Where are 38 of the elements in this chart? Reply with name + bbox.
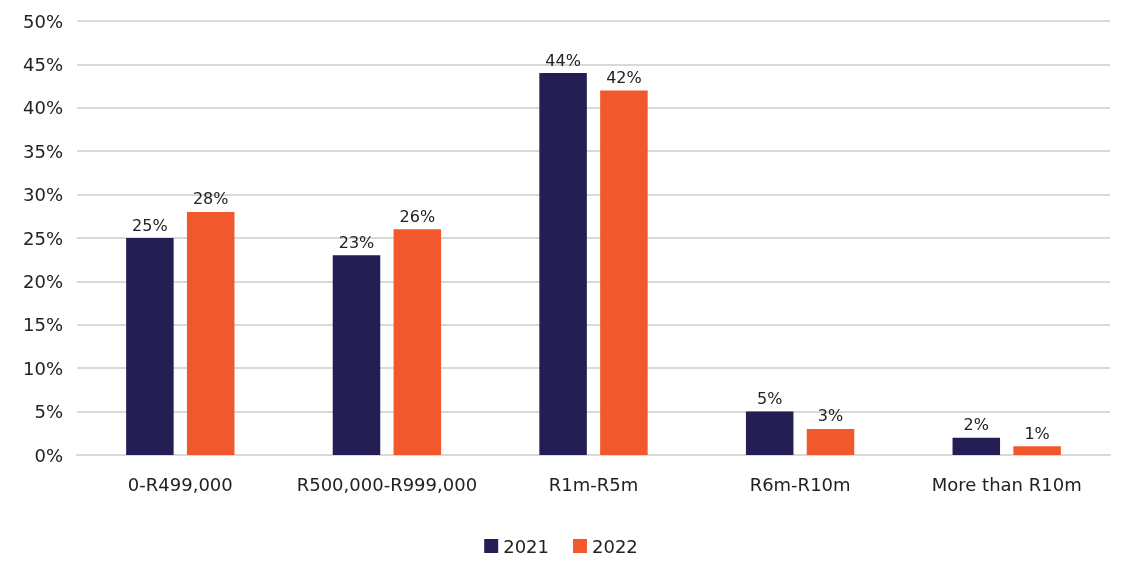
bar xyxy=(186,211,235,455)
x-tick-label: R1m-R5m xyxy=(548,473,639,495)
data-label: 2% xyxy=(963,415,989,435)
bar xyxy=(539,73,587,455)
x-tick-label: 0-R499,000 xyxy=(127,473,233,495)
legend-label: 2022 xyxy=(592,535,638,557)
y-tick-label: 35% xyxy=(22,140,63,162)
y-tick-label: 30% xyxy=(22,184,63,206)
y-tick-label: 10% xyxy=(22,357,63,379)
legend-label: 2021 xyxy=(503,535,549,557)
bar xyxy=(952,437,1001,455)
y-tick-label: 40% xyxy=(22,97,63,119)
data-label: 1% xyxy=(1024,423,1050,443)
y-tick-label: 15% xyxy=(22,314,63,336)
y-tick-label: 45% xyxy=(22,53,63,75)
data-label: 5% xyxy=(756,389,783,409)
y-tick-label: 20% xyxy=(22,270,63,292)
data-label: 23% xyxy=(338,232,375,252)
data-label: 44% xyxy=(545,50,581,70)
data-label: 25% xyxy=(132,215,168,235)
bar xyxy=(393,229,442,455)
bar xyxy=(806,428,855,455)
bar xyxy=(600,90,648,455)
bar xyxy=(332,255,381,455)
bar xyxy=(745,411,794,455)
x-tick-label: R500,000-R999,000 xyxy=(296,473,478,495)
data-label: 28% xyxy=(192,189,229,209)
bar xyxy=(1013,446,1061,455)
data-label: 3% xyxy=(817,406,844,426)
y-tick-label: 0% xyxy=(34,444,63,466)
x-tick-label: More than R10m xyxy=(931,473,1082,495)
x-tick-label: R6m-R10m xyxy=(749,473,851,495)
data-label: 26% xyxy=(399,206,436,226)
data-label: 42% xyxy=(606,67,642,87)
y-tick-label: 50% xyxy=(22,10,63,32)
y-tick-label: 5% xyxy=(34,401,63,423)
bar xyxy=(126,238,174,455)
y-tick-label: 25% xyxy=(22,227,63,249)
